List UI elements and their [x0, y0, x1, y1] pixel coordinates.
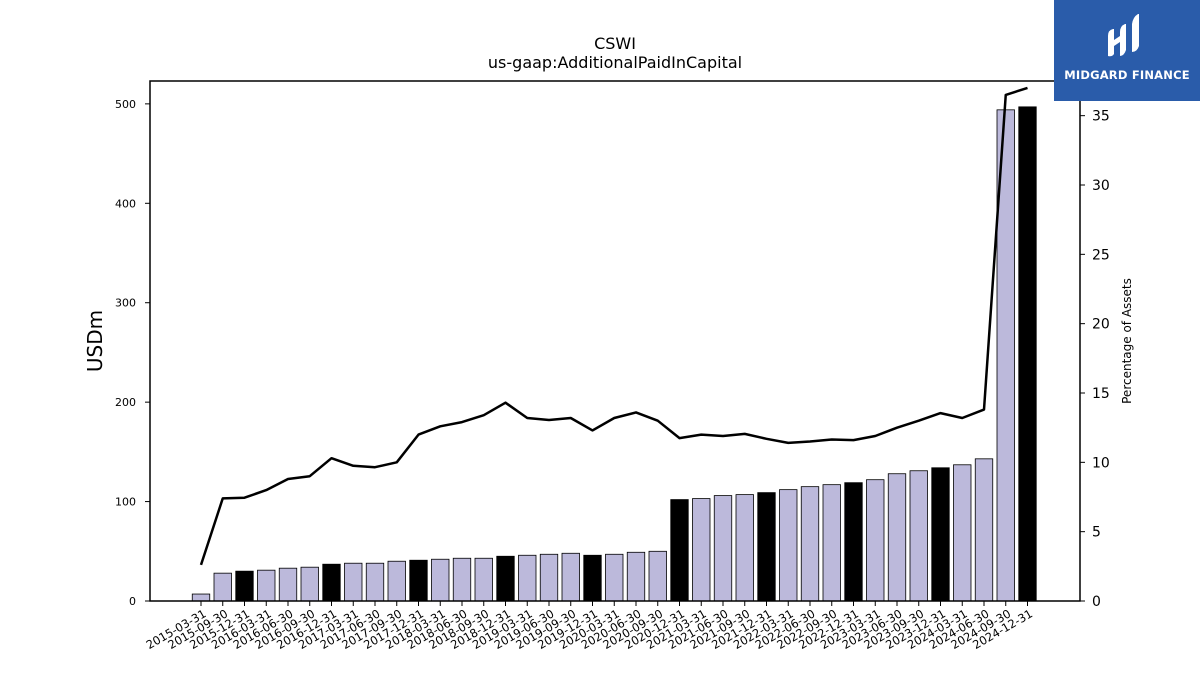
bar: [909, 470, 928, 602]
midgard-logo-icon: [1108, 14, 1139, 57]
y-tick-label: 0: [129, 595, 136, 608]
bar: [257, 569, 276, 602]
y-tick-label: 200: [115, 396, 136, 409]
y-tick-label: 400: [115, 197, 136, 210]
bar: [670, 499, 689, 602]
chart-subtitle: us-gaap:AdditionalPaidInCapital: [488, 53, 742, 72]
bar: [583, 554, 602, 602]
bar: [800, 486, 820, 602]
bar: [561, 552, 580, 602]
bar: [278, 567, 298, 602]
bar: [648, 550, 667, 602]
bar: [539, 553, 559, 602]
bar: [300, 566, 319, 602]
bar: [235, 570, 254, 602]
bar: [344, 562, 363, 602]
bar: [974, 458, 994, 602]
y-right-tick-label: 30: [1092, 178, 1110, 194]
bar: [779, 489, 798, 602]
y-axis-label-right: Percentage of Assets: [1120, 278, 1134, 404]
y-right-tick-label: 0: [1092, 594, 1101, 610]
plot-frame: [149, 80, 1081, 602]
bar: [931, 467, 950, 602]
percentage-line: [199, 86, 1028, 566]
bar: [365, 562, 385, 602]
y-axis-label: USDm: [83, 310, 107, 372]
right-axis-ticks: 0 5 10 15 20 25 30 35: [1080, 109, 1110, 610]
y-right-tick-label: 15: [1092, 386, 1110, 402]
chart-title: CSWI: [594, 34, 636, 53]
bar: [605, 553, 624, 602]
bar: [692, 498, 711, 602]
y-tick-label: 300: [115, 297, 136, 310]
bar: [387, 560, 406, 602]
bar: [713, 495, 733, 602]
y-tick-label: 500: [115, 98, 136, 111]
bar: [474, 557, 493, 602]
y-right-tick-label: 35: [1092, 109, 1110, 125]
bar: [887, 473, 907, 602]
bar: [822, 484, 841, 602]
bar: [322, 563, 341, 602]
bar: [866, 479, 885, 602]
logo-text: MIDGARD FINANCE: [1064, 68, 1190, 82]
bar: [626, 551, 646, 602]
bar: [1018, 106, 1037, 602]
bar: [496, 555, 515, 602]
y-right-tick-label: 5: [1092, 525, 1101, 541]
bar-series: [191, 106, 1037, 602]
bar: [518, 554, 537, 602]
y-tick-label: 100: [115, 496, 136, 509]
bar: [844, 482, 863, 602]
y-right-tick-label: 25: [1092, 247, 1110, 263]
y-right-tick-label: 10: [1092, 455, 1110, 471]
bar: [431, 558, 450, 602]
brand-logo: MIDGARD FINANCE: [1054, 0, 1200, 101]
x-axis-ticks: 2015-03-312015-09-302015-12-312016-03-31…: [144, 601, 1035, 652]
y-right-tick-label: 20: [1092, 317, 1110, 333]
bar: [757, 492, 776, 602]
left-axis-ticks: 0 100 200 300 400 500: [115, 98, 150, 608]
bar: [735, 494, 754, 602]
bar: [452, 557, 472, 602]
bar: [191, 593, 211, 602]
bar: [409, 559, 428, 602]
bar: [953, 464, 972, 602]
bar: [213, 572, 232, 602]
